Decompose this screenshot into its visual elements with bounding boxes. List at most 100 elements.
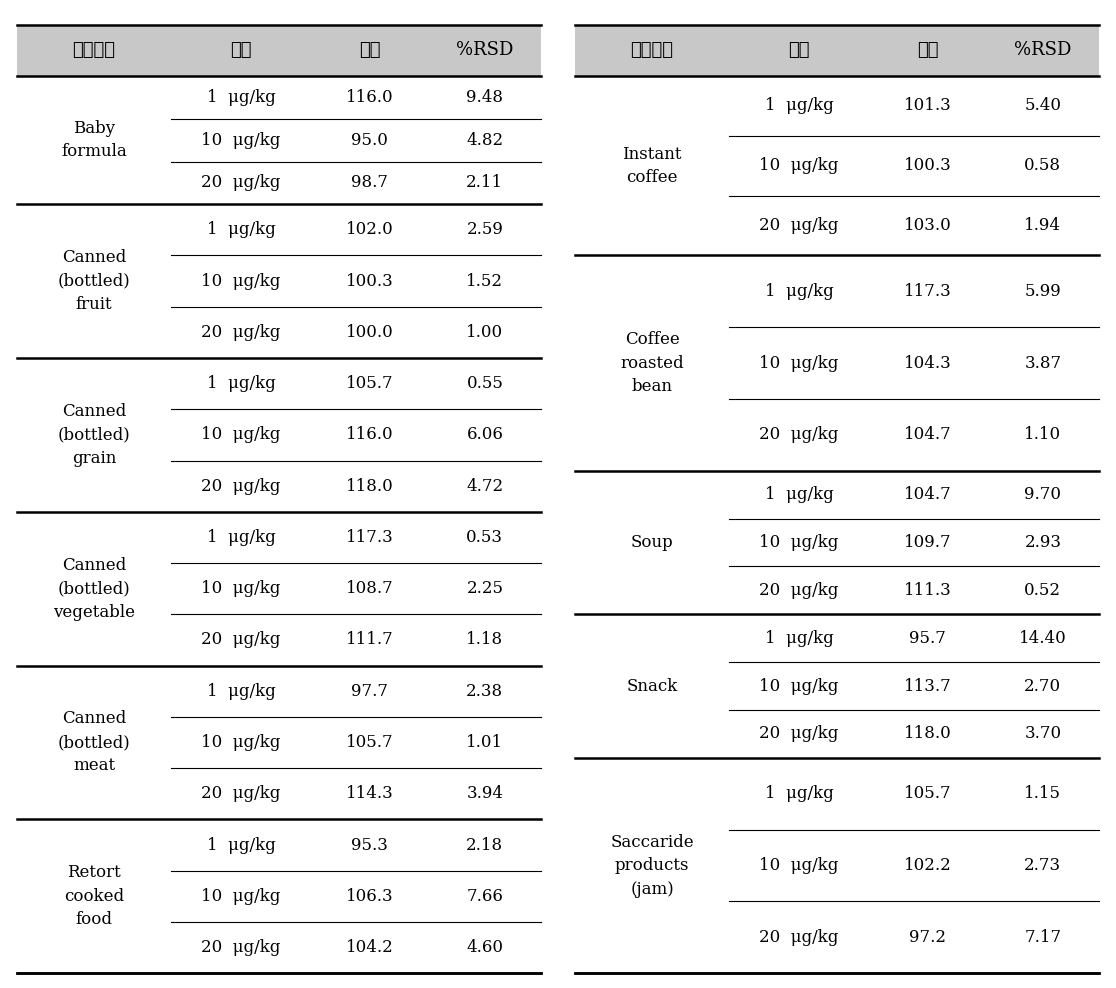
Text: 20  μg/kg: 20 μg/kg xyxy=(201,477,280,495)
Text: 98.7: 98.7 xyxy=(350,174,388,192)
Text: Baby
formula: Baby formula xyxy=(61,120,127,160)
Text: 10  μg/kg: 10 μg/kg xyxy=(201,580,280,597)
Text: 1  μg/kg: 1 μg/kg xyxy=(206,221,276,238)
Text: 117.3: 117.3 xyxy=(904,283,951,300)
Bar xyxy=(310,25,429,76)
Text: 9.48: 9.48 xyxy=(466,89,503,106)
Text: 7.17: 7.17 xyxy=(1024,929,1061,946)
Text: 101.3: 101.3 xyxy=(904,98,951,115)
Bar xyxy=(987,25,1099,76)
Text: 1  μg/kg: 1 μg/kg xyxy=(764,629,834,647)
Text: 104.7: 104.7 xyxy=(904,486,951,503)
Text: Retort
cooked
food: Retort cooked food xyxy=(64,864,124,929)
Text: 5.99: 5.99 xyxy=(1024,283,1061,300)
Text: 10  μg/kg: 10 μg/kg xyxy=(201,734,280,751)
Text: 20  μg/kg: 20 μg/kg xyxy=(759,929,838,946)
Text: 2.38: 2.38 xyxy=(466,683,503,700)
Bar xyxy=(429,25,541,76)
Text: 20  μg/kg: 20 μg/kg xyxy=(759,582,838,599)
Text: 1.18: 1.18 xyxy=(466,631,503,648)
Text: Canned
(bottled)
fruit: Canned (bottled) fruit xyxy=(58,249,131,313)
Text: 1.94: 1.94 xyxy=(1024,217,1061,234)
Text: 1  μg/kg: 1 μg/kg xyxy=(764,283,834,300)
Text: 1  μg/kg: 1 μg/kg xyxy=(764,486,834,503)
Text: %RSD: %RSD xyxy=(1014,41,1071,59)
Text: 117.3: 117.3 xyxy=(346,529,393,546)
Text: 95.7: 95.7 xyxy=(910,629,946,647)
Text: 10  μg/kg: 10 μg/kg xyxy=(759,857,838,874)
Text: 1  μg/kg: 1 μg/kg xyxy=(764,785,834,802)
Text: 103.0: 103.0 xyxy=(904,217,951,234)
Text: 113.7: 113.7 xyxy=(904,678,951,695)
Bar xyxy=(17,25,172,76)
Text: 식품유형: 식품유형 xyxy=(73,41,116,59)
Text: 3.87: 3.87 xyxy=(1024,355,1061,371)
Bar xyxy=(868,25,987,76)
Text: 1  μg/kg: 1 μg/kg xyxy=(206,375,276,392)
Text: 0.53: 0.53 xyxy=(466,529,503,546)
Text: 95.3: 95.3 xyxy=(352,837,388,854)
Text: 100.3: 100.3 xyxy=(904,157,951,174)
Text: 109.7: 109.7 xyxy=(904,535,951,551)
Text: Saccaride
products
(jam): Saccaride products (jam) xyxy=(610,834,694,897)
Bar xyxy=(730,25,868,76)
Text: 118.0: 118.0 xyxy=(904,725,951,742)
Text: 20  μg/kg: 20 μg/kg xyxy=(201,174,280,192)
Text: Instant
coffee: Instant coffee xyxy=(623,145,682,186)
Text: 1  μg/kg: 1 μg/kg xyxy=(764,98,834,115)
Text: 20  μg/kg: 20 μg/kg xyxy=(201,939,280,956)
Text: Soup: Soup xyxy=(631,535,673,551)
Text: %RSD: %RSD xyxy=(456,41,513,59)
Text: Coffee
roasted
bean: Coffee roasted bean xyxy=(620,331,684,395)
Text: 2.93: 2.93 xyxy=(1024,535,1061,551)
Text: 1.52: 1.52 xyxy=(466,273,503,289)
Text: 104.3: 104.3 xyxy=(904,355,951,371)
Text: 102.2: 102.2 xyxy=(904,857,951,874)
Text: 2.70: 2.70 xyxy=(1024,678,1061,695)
Text: 14.40: 14.40 xyxy=(1019,629,1067,647)
Text: 10  μg/kg: 10 μg/kg xyxy=(201,427,280,444)
Text: 9.70: 9.70 xyxy=(1024,486,1061,503)
Text: 10  μg/kg: 10 μg/kg xyxy=(201,888,280,905)
Text: 10  μg/kg: 10 μg/kg xyxy=(201,273,280,289)
Text: 1.01: 1.01 xyxy=(466,734,503,751)
Text: 4.60: 4.60 xyxy=(466,939,503,956)
Text: 농도: 농도 xyxy=(788,41,810,59)
Text: 105.7: 105.7 xyxy=(346,375,393,392)
Text: 4.72: 4.72 xyxy=(466,477,503,495)
Bar xyxy=(575,25,730,76)
Text: 20  μg/kg: 20 μg/kg xyxy=(759,725,838,742)
Text: 20  μg/kg: 20 μg/kg xyxy=(201,324,280,341)
Text: 20  μg/kg: 20 μg/kg xyxy=(201,631,280,648)
Text: 104.7: 104.7 xyxy=(904,427,951,444)
Text: 6.06: 6.06 xyxy=(466,427,503,444)
Text: 3.94: 3.94 xyxy=(466,785,503,802)
Text: 식품유형: 식품유형 xyxy=(631,41,674,59)
Text: 2.73: 2.73 xyxy=(1024,857,1061,874)
Text: 97.2: 97.2 xyxy=(908,929,946,946)
Text: 116.0: 116.0 xyxy=(346,427,393,444)
Text: 114.3: 114.3 xyxy=(346,785,393,802)
Text: 111.3: 111.3 xyxy=(904,582,951,599)
Text: 118.0: 118.0 xyxy=(346,477,393,495)
Text: 10  μg/kg: 10 μg/kg xyxy=(759,535,838,551)
Text: 1.00: 1.00 xyxy=(466,324,503,341)
Text: 2.59: 2.59 xyxy=(466,221,503,238)
Text: 105.7: 105.7 xyxy=(904,785,951,802)
Text: 106.3: 106.3 xyxy=(346,888,393,905)
Text: Snack: Snack xyxy=(626,678,677,695)
Text: 102.0: 102.0 xyxy=(346,221,393,238)
Text: Canned
(bottled)
meat: Canned (bottled) meat xyxy=(58,710,131,775)
Text: 20  μg/kg: 20 μg/kg xyxy=(201,785,280,802)
Text: 2.25: 2.25 xyxy=(466,580,503,597)
Text: 1  μg/kg: 1 μg/kg xyxy=(206,529,276,546)
Text: 95.0: 95.0 xyxy=(352,131,388,148)
Text: 3.70: 3.70 xyxy=(1024,725,1061,742)
Text: 2.18: 2.18 xyxy=(466,837,503,854)
Text: 1  μg/kg: 1 μg/kg xyxy=(206,837,276,854)
Text: 111.7: 111.7 xyxy=(346,631,393,648)
Text: 평균: 평균 xyxy=(358,41,381,59)
Text: 5.40: 5.40 xyxy=(1024,98,1061,115)
Bar xyxy=(172,25,310,76)
Text: 97.7: 97.7 xyxy=(350,683,388,700)
